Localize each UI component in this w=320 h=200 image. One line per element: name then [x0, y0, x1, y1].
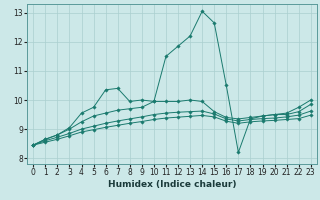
X-axis label: Humidex (Indice chaleur): Humidex (Indice chaleur) [108, 180, 236, 189]
